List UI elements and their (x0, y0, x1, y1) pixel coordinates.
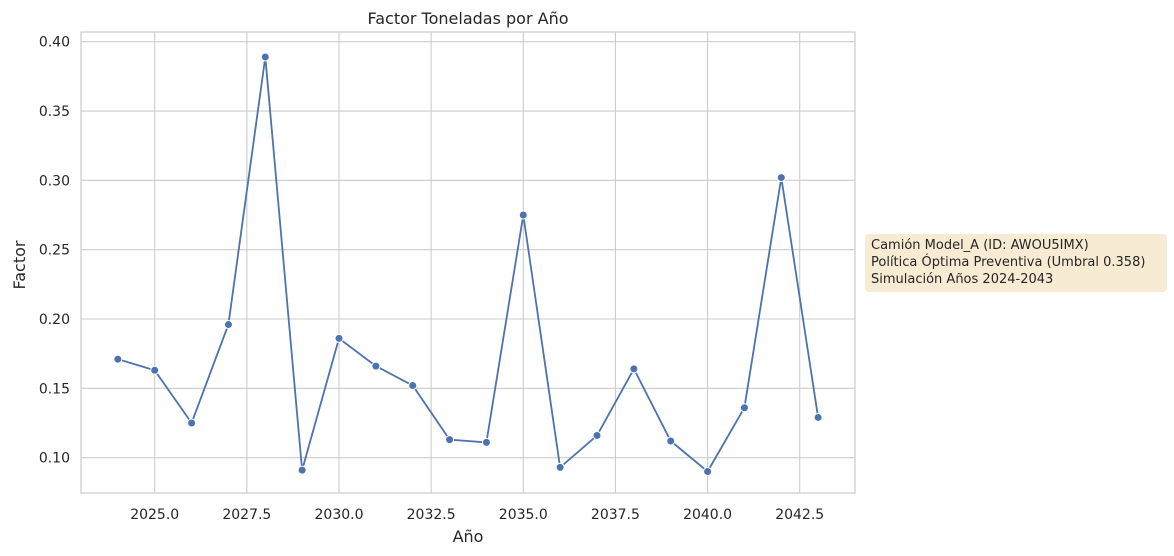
data-point (592, 430, 602, 440)
data-point (445, 435, 455, 445)
y-tick-label: 0.35 (39, 104, 70, 120)
data-point (150, 365, 160, 375)
y-tick-label: 0.20 (39, 312, 70, 328)
data-point (408, 381, 418, 391)
data-point (739, 403, 749, 413)
data-point (776, 173, 786, 183)
data-point (555, 462, 565, 472)
x-tick-label: 2025.0 (130, 507, 179, 523)
x-tick-label: 2032.5 (407, 507, 456, 523)
data-point (481, 437, 491, 447)
series-markers (113, 52, 823, 477)
data-point (371, 361, 381, 371)
x-tick-label: 2042.5 (775, 507, 824, 523)
data-point (260, 52, 270, 62)
data-point (518, 210, 528, 220)
annotation-line-1: Camión Model_A (ID: AWOU5IMX) (871, 238, 1089, 253)
x-tick-label: 2037.5 (591, 507, 640, 523)
y-tick-label: 0.15 (39, 381, 70, 397)
x-tick-label: 2040.0 (683, 507, 732, 523)
series-line (117, 56, 819, 473)
y-tick-label: 0.30 (39, 173, 70, 189)
x-tick-label: 2030.0 (315, 507, 364, 523)
y-tick-labels: 0.10 0.15 0.20 0.25 0.30 0.35 0.40 (39, 35, 70, 467)
data-point (187, 418, 197, 428)
data-point (629, 364, 639, 374)
x-gridlines (154, 32, 801, 493)
data-point (666, 436, 676, 446)
x-tick-label: 2027.5 (222, 507, 271, 523)
data-point (113, 354, 123, 364)
x-tick-labels: 2025.0 2027.5 2030.0 2032.5 2035.0 2037.5 2040… (130, 507, 824, 523)
x-tick-label: 2035.0 (499, 507, 548, 523)
annotation-box: Camión Model_A (ID: AWOU5IMX) Política Ó… (865, 234, 1167, 292)
x-axis-label: Año (453, 527, 484, 546)
y-gridlines (81, 41, 855, 459)
data-point (334, 333, 344, 343)
y-axis-label: Factor (10, 240, 29, 289)
data-point (703, 467, 713, 477)
y-tick-label: 0.25 (39, 243, 70, 259)
data-point (223, 320, 233, 330)
y-tick-label: 0.40 (39, 35, 70, 51)
chart-title: Factor Toneladas por Año (367, 9, 568, 28)
plot-frame (80, 31, 856, 494)
annotation-line-2: Política Óptima Preventiva (Umbral 0.358… (871, 255, 1146, 270)
y-tick-label: 0.10 (39, 451, 70, 467)
data-point (813, 412, 823, 422)
annotation-line-3: Simulación Años 2024-2043 (871, 272, 1054, 287)
data-point (297, 465, 307, 475)
